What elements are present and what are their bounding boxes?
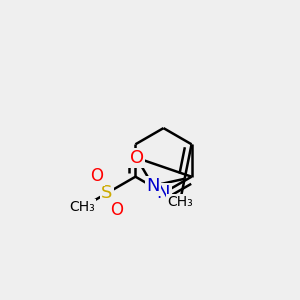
Text: N: N bbox=[157, 184, 170, 202]
Text: N: N bbox=[146, 177, 160, 195]
Text: CH₃: CH₃ bbox=[69, 200, 95, 214]
Text: S: S bbox=[101, 184, 112, 202]
Text: O: O bbox=[110, 201, 123, 219]
Text: CH₃: CH₃ bbox=[167, 195, 193, 209]
Text: O: O bbox=[91, 167, 103, 185]
Text: O: O bbox=[130, 149, 144, 167]
